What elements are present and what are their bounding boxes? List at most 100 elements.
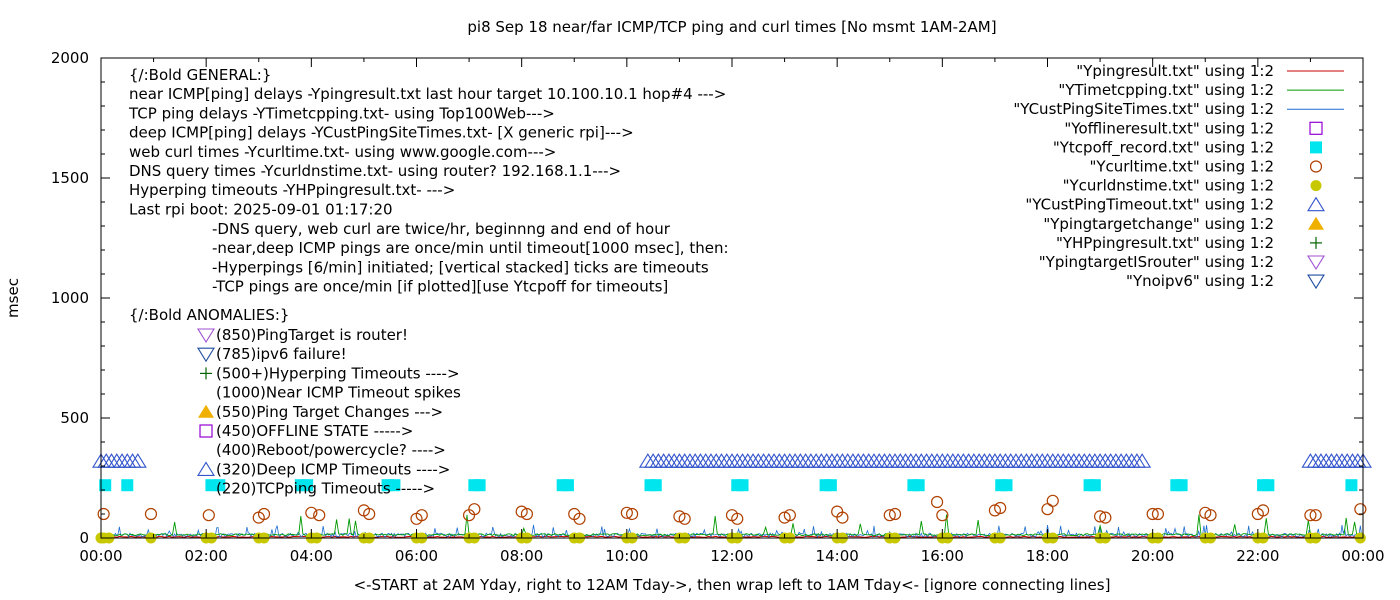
- point-custtimeout: [807, 453, 826, 468]
- x-tick-label: 14:00: [816, 547, 859, 565]
- point-curl: [1093, 510, 1107, 523]
- point-tcpoff: [388, 479, 401, 492]
- point-custtimeout: [843, 453, 862, 468]
- point-custtimeout: [1327, 453, 1346, 468]
- y-tick-label: 1000: [51, 289, 89, 307]
- point-custtimeout: [749, 453, 768, 468]
- point-curl: [468, 503, 481, 516]
- point-tcpoff: [99, 479, 112, 492]
- point-curl: [144, 507, 158, 521]
- y-tick-label: 2000: [51, 49, 89, 67]
- point-custtimeout: [959, 453, 978, 468]
- point-custtimeout: [675, 453, 694, 468]
- point-tcpoff: [1175, 479, 1188, 492]
- point-curl: [1309, 509, 1322, 522]
- point-custtimeout: [680, 453, 699, 468]
- point-custtimeout: [638, 453, 657, 468]
- point-custtimeout: [696, 453, 715, 468]
- point-tcpoff: [1345, 479, 1358, 492]
- point-custtimeout: [980, 453, 999, 468]
- point-custtimeout: [985, 453, 1004, 468]
- point-custtimeout: [128, 453, 147, 468]
- anomaly-marker: [197, 328, 215, 344]
- point-curl: [202, 509, 215, 522]
- point-curl: [620, 506, 633, 519]
- point-custtimeout: [838, 453, 857, 468]
- x-tick-label: 20:00: [1131, 547, 1174, 565]
- point-custtimeout: [712, 453, 731, 468]
- legend-swatch-marker: [1309, 121, 1323, 135]
- point-custtimeout: [880, 453, 899, 468]
- y-tick-label: 1500: [51, 169, 89, 187]
- anomaly-marker: [199, 424, 213, 438]
- point-custtimeout: [1054, 453, 1073, 468]
- series-layer: [92, 453, 1372, 544]
- point-curl: [1041, 503, 1054, 516]
- point-custtimeout: [996, 453, 1015, 468]
- point-tcpoff: [1088, 479, 1101, 492]
- point-curl: [257, 507, 271, 521]
- point-custtimeout: [812, 453, 831, 468]
- point-custtimeout: [1106, 453, 1125, 468]
- x-tick-label: 18:00: [1026, 547, 1069, 565]
- point-custtimeout: [964, 453, 983, 468]
- point-curl: [313, 509, 326, 522]
- anomaly-marker: [198, 404, 214, 418]
- annotation-anomaly-line: (450)OFFLINE STATE ----->: [216, 422, 413, 440]
- point-curl: [883, 509, 896, 522]
- annotation-anomaly-line: (320)Deep ICMP Timeouts ---->: [216, 460, 450, 478]
- point-curl: [673, 510, 686, 523]
- point-tcpoff: [824, 479, 837, 492]
- x-axis-label: <-START at 2AM Yday, right to 12AM Tday-…: [354, 576, 1111, 594]
- point-custtimeout: [765, 453, 784, 468]
- point-custtimeout: [801, 453, 820, 468]
- point-curl: [1151, 507, 1165, 521]
- point-curl: [778, 511, 791, 524]
- point-curl: [994, 501, 1007, 515]
- point-custtimeout: [744, 453, 763, 468]
- legend-label: "YCustPingSiteTimes.txt" using 1:2: [1013, 100, 1274, 118]
- point-custtimeout: [659, 453, 678, 468]
- point-tcpoff: [561, 479, 574, 492]
- point-custtimeout: [654, 453, 673, 468]
- point-custtimeout: [733, 453, 752, 468]
- point-curl: [936, 509, 949, 522]
- point-custtimeout: [1001, 453, 1020, 468]
- x-tick-label: 04:00: [290, 547, 333, 565]
- x-tick-label: 22:00: [1236, 547, 1279, 565]
- legend-swatch-marker: [1307, 274, 1325, 290]
- point-custtimeout: [780, 453, 799, 468]
- point-curl: [836, 511, 849, 524]
- point-custtimeout: [1027, 453, 1046, 468]
- legend-swatch-marker: [1310, 141, 1322, 154]
- legend-swatch-marker: [1307, 196, 1325, 212]
- point-custtimeout: [1127, 453, 1146, 468]
- annotation-anomaly-line: (220)TCPping Timeouts ----->: [216, 480, 435, 498]
- point-custtimeout: [691, 453, 710, 468]
- point-custtimeout: [1306, 453, 1325, 468]
- series-custtimeout: [92, 453, 1372, 468]
- point-curl: [415, 509, 428, 522]
- point-tcpoff: [213, 479, 226, 492]
- point-custtimeout: [1322, 453, 1341, 468]
- point-custtimeout: [1070, 453, 1089, 468]
- point-custtimeout: [949, 453, 968, 468]
- x-tick-label: 12:00: [710, 547, 753, 565]
- point-custtimeout: [859, 453, 878, 468]
- point-custtimeout: [1012, 453, 1031, 468]
- legend-label: "Ycurltime.txt" using 1:2: [1089, 158, 1274, 176]
- annotation-general-line: Hyperping timeouts -YHPpingresult.txt- -…: [129, 181, 455, 199]
- point-custtimeout: [738, 453, 757, 468]
- point-custtimeout: [891, 453, 910, 468]
- annotation-note-line: -DNS query, web curl are twice/hr, begin…: [212, 220, 671, 238]
- legend-label: "YpingtargetISrouter" using 1:2: [1039, 253, 1274, 271]
- legend-swatch-marker: [1308, 216, 1324, 230]
- point-custtimeout: [886, 453, 904, 468]
- point-custtimeout: [849, 453, 868, 468]
- axes: 0 500 1000 1500 2000 00:00 02:00 04:00 06:00 08:0…: [51, 49, 1385, 565]
- point-custtimeout: [1091, 453, 1110, 468]
- annotation-general-line: TCP ping delays -YTimetcpping.txt- using…: [128, 104, 555, 122]
- y-axis-label: msec: [4, 278, 22, 318]
- point-custtimeout: [686, 453, 705, 468]
